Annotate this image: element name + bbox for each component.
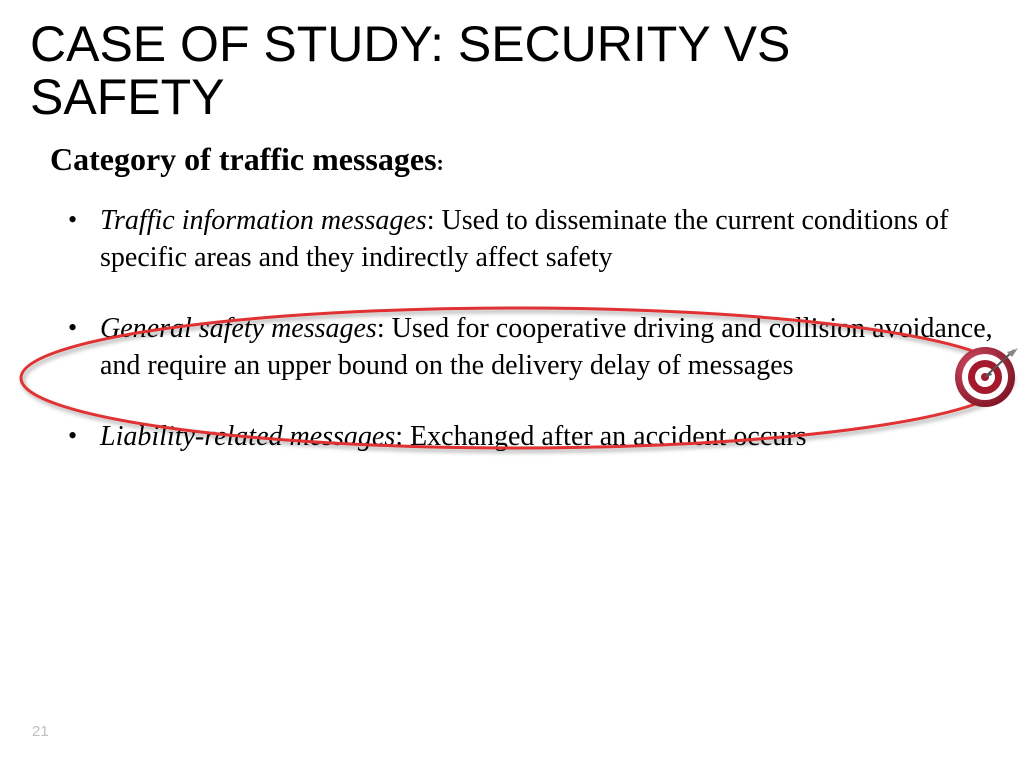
slide-subtitle: Category of traffic messages: xyxy=(50,141,994,178)
bullet-rest: : Exchanged after an accident occurs xyxy=(395,421,806,452)
list-item: General safety messages: Used for cooper… xyxy=(60,311,994,385)
slide-title: CASE OF STUDY: SECURITY VS SAFETY xyxy=(30,18,994,123)
slide: CASE OF STUDY: SECURITY VS SAFETY Catego… xyxy=(0,0,1024,768)
subtitle-text: Category of traffic messages xyxy=(50,141,437,177)
list-item: Traffic information messages: Used to di… xyxy=(60,203,994,277)
bullet-lead: Liability-related messages xyxy=(100,421,395,452)
list-item: Liability-related messages: Exchanged af… xyxy=(60,419,994,456)
bullet-lead: General safety messages xyxy=(100,313,377,344)
subtitle-colon: : xyxy=(437,150,444,175)
bullet-lead: Traffic information messages xyxy=(100,205,427,236)
bullet-list: Traffic information messages: Used to di… xyxy=(60,203,994,456)
page-number: 21 xyxy=(32,723,49,740)
